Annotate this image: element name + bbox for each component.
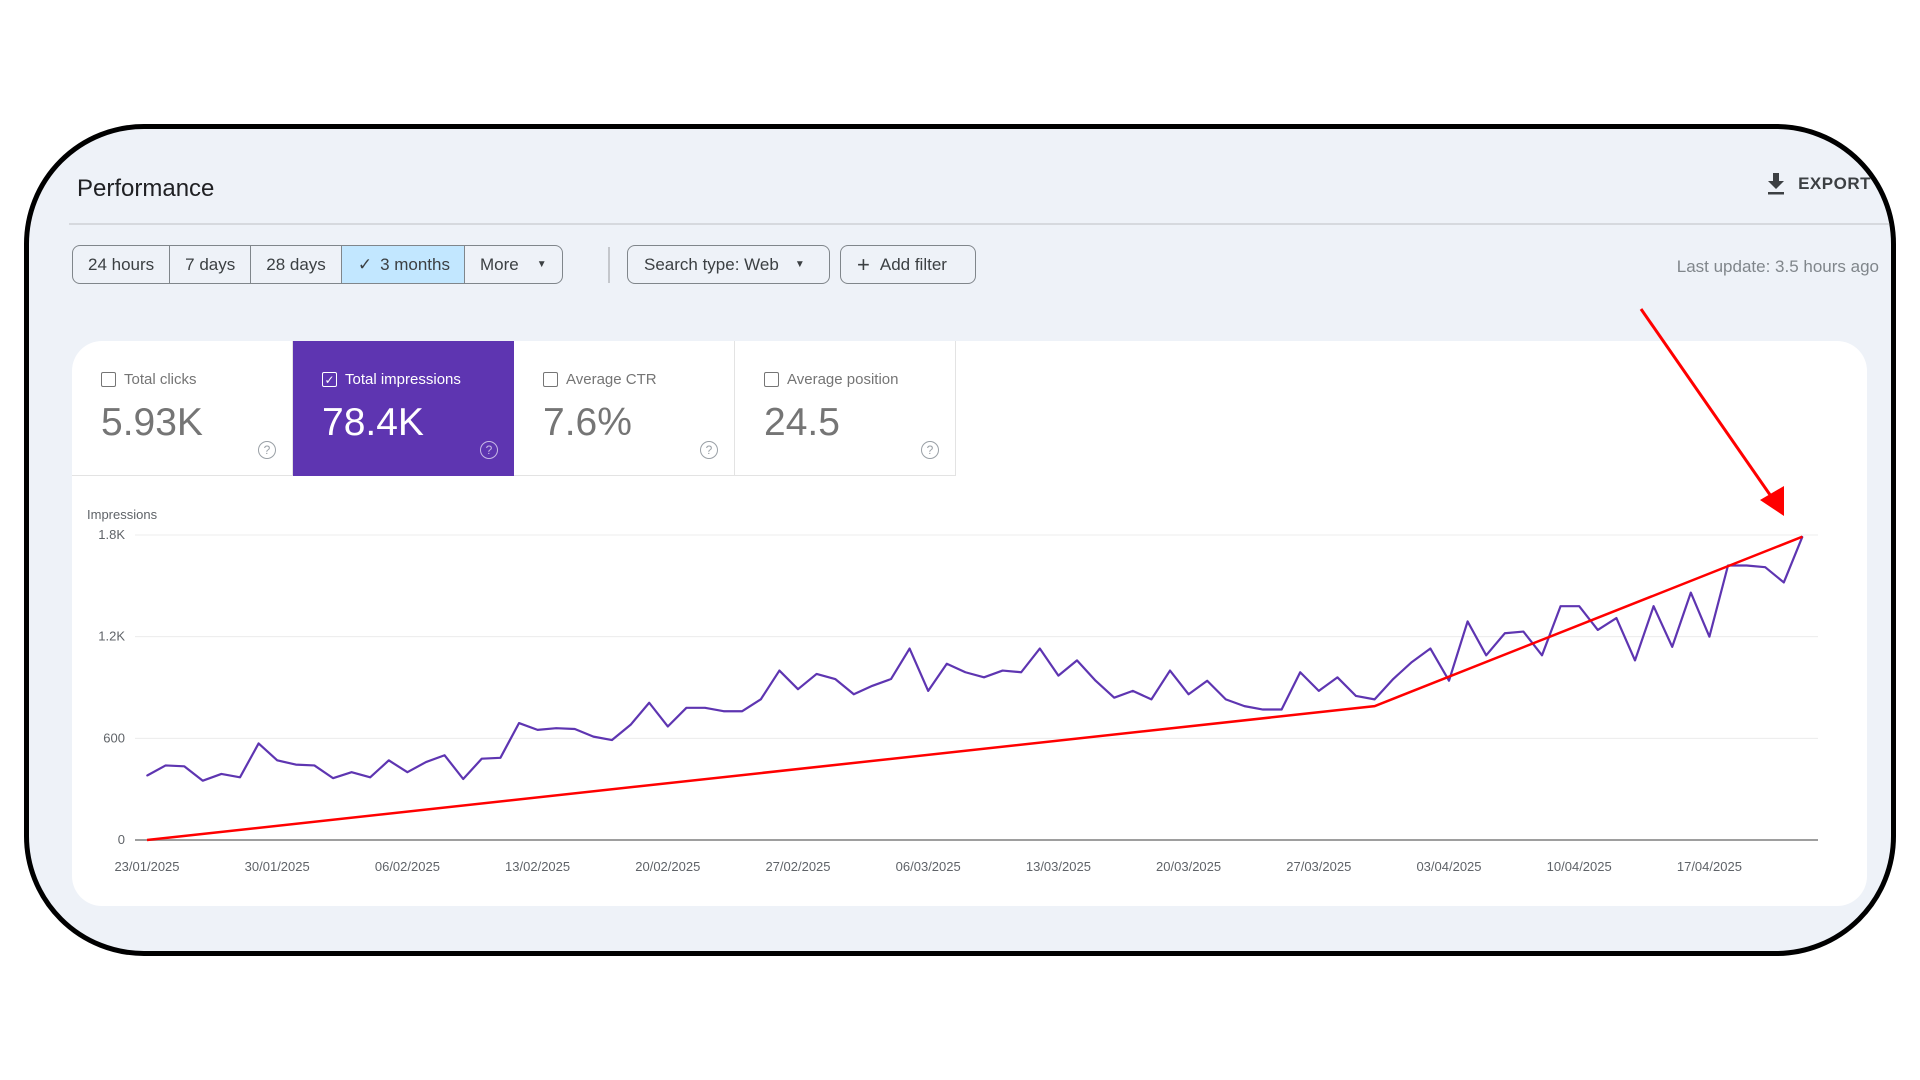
add-filter-button[interactable]: + Add filter xyxy=(840,245,976,284)
chip-more-dropdown[interactable]: More ▼ xyxy=(465,246,562,283)
chip-label: 24 hours xyxy=(88,254,155,274)
page-title: Performance xyxy=(77,175,215,202)
help-icon[interactable]: ? xyxy=(700,441,718,459)
metric-value: 78.4K xyxy=(322,401,424,444)
metric-label: Average position xyxy=(787,371,899,388)
check-icon: ✓ xyxy=(357,254,373,274)
plus-icon: + xyxy=(857,251,870,277)
help-icon[interactable]: ? xyxy=(258,441,276,459)
caret-down-icon: ▼ xyxy=(536,259,547,270)
export-label: EXPORT xyxy=(1798,174,1871,193)
last-update-text: Last update: 3.5 hours ago xyxy=(1676,257,1879,276)
metric-label: Total clicks xyxy=(124,371,197,388)
help-icon[interactable]: ? xyxy=(480,441,498,459)
checkbox-unchecked[interactable] xyxy=(764,372,779,387)
download-icon xyxy=(1768,173,1785,195)
metric-label: Average CTR xyxy=(566,371,657,388)
metric-value: 7.6% xyxy=(543,401,632,444)
toolbar-separator xyxy=(608,247,610,283)
metric-total-impressions[interactable]: ✓ Total impressions 78.4K ? xyxy=(293,341,514,476)
chip-label: More xyxy=(480,254,519,274)
help-icon[interactable]: ? xyxy=(921,441,939,459)
checkbox-checked[interactable]: ✓ xyxy=(322,372,337,387)
chip-label: 7 days xyxy=(185,254,236,274)
metric-average-position[interactable]: Average position 24.5 ? xyxy=(735,341,956,476)
caret-down-icon: ▼ xyxy=(794,259,805,270)
add-filter-label: Add filter xyxy=(879,254,947,274)
export-button[interactable]: EXPORT xyxy=(1766,173,1871,195)
metric-value: 24.5 xyxy=(764,401,840,444)
metric-value: 5.93K xyxy=(101,401,203,444)
chip-28-days[interactable]: 28 days xyxy=(251,246,342,283)
chip-label: 28 days xyxy=(266,254,326,274)
checkbox-unchecked[interactable] xyxy=(543,372,558,387)
metric-total-clicks[interactable]: Total clicks 5.93K ? xyxy=(72,341,293,476)
header-divider xyxy=(69,223,1891,225)
metric-label: Total impressions xyxy=(345,371,461,388)
metric-average-ctr[interactable]: Average CTR 7.6% ? xyxy=(514,341,735,476)
performance-card: Total clicks 5.93K ? ✓ Total impressions … xyxy=(72,341,1867,906)
performance-panel: Performance EXPORT 24 hours 7 days 28 da… xyxy=(24,124,1896,956)
search-type-label: Search type: Web xyxy=(644,254,779,274)
search-type-dropdown[interactable]: Search type: Web ▼ xyxy=(627,245,830,284)
chip-label: 3 months xyxy=(380,254,450,274)
chip-7-days[interactable]: 7 days xyxy=(170,246,252,283)
date-range-selector: 24 hours 7 days 28 days ✓ 3 months More ▼ xyxy=(72,245,563,284)
checkbox-unchecked[interactable] xyxy=(101,372,116,387)
chip-3-months[interactable]: ✓ 3 months xyxy=(341,246,465,283)
chip-24-hours[interactable]: 24 hours xyxy=(73,246,171,283)
